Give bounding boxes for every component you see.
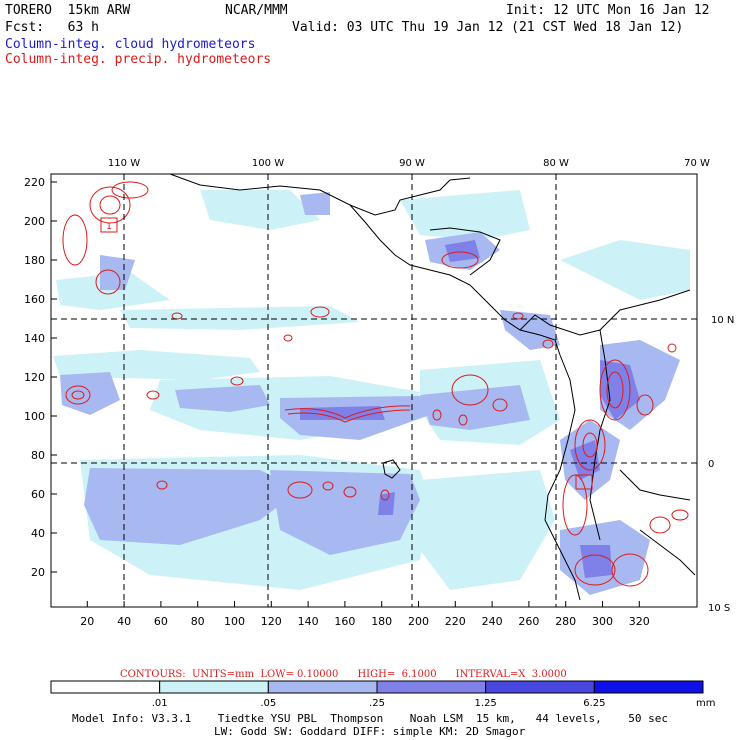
valid-time: Valid: 03 UTC Thu 19 Jan 12 (21 CST Wed … — [292, 20, 684, 35]
colorbar: .01 .05 .25 1.25 6.25 — [50, 680, 704, 709]
x-tick-label: 140 — [298, 615, 319, 628]
y-axis-ticks: 20 40 60 80 100 120 140 160 180 200 220 — [24, 176, 57, 579]
colorbar-swatch — [376, 680, 487, 694]
contour-info: CONTOURS: UNITS=mm LOW= 0.10000 HIGH= 6.… — [120, 669, 567, 680]
legend-precip-hydrometeors: Column-integ. precip. hydrometeors — [5, 52, 272, 67]
x-tick-label: 60 — [154, 615, 168, 628]
x-tick-label: 100 — [224, 615, 245, 628]
y-tick-label: 140 — [24, 332, 45, 345]
precip-contours — [62, 181, 689, 587]
colorbar-label: 1.25 — [475, 698, 497, 709]
x-tick-label: 280 — [555, 615, 576, 628]
grid-marker-box — [100, 217, 118, 233]
lat-label-10n: 10 N — [711, 315, 734, 326]
colorbar-swatch — [267, 680, 378, 694]
lon-label-100w: 100 W — [252, 158, 284, 169]
colorbar-label: 6.25 — [583, 698, 605, 709]
equator-marker-box — [575, 474, 593, 490]
x-tick-label: 180 — [371, 615, 392, 628]
x-tick-label: 80 — [191, 615, 205, 628]
colorbar-label: .25 — [369, 698, 385, 709]
x-tick-label: 200 — [408, 615, 429, 628]
y-tick-label: 100 — [24, 410, 45, 423]
lon-label-110w: 110 W — [108, 158, 140, 169]
y-tick-label: 60 — [31, 488, 45, 501]
colorbar-swatch — [485, 680, 595, 694]
y-tick-label: 220 — [24, 176, 45, 189]
init-time: Init: 12 UTC Mon 16 Jan 12 — [506, 3, 710, 18]
x-tick-label: 20 — [80, 615, 94, 628]
model-title: TORERO 15km ARW — [5, 3, 131, 18]
lon-label-70w: 70 W — [684, 158, 710, 169]
y-tick-label: 80 — [31, 449, 45, 462]
x-tick-label: 300 — [592, 615, 613, 628]
y-tick-label: 180 — [24, 254, 45, 267]
y-tick-label: 120 — [24, 371, 45, 384]
colorbar-swatch — [593, 680, 704, 694]
colorbar-swatch — [50, 680, 161, 694]
x-tick-label: 260 — [518, 615, 539, 628]
colorbar-swatch — [159, 680, 269, 694]
x-tick-label: 40 — [117, 615, 131, 628]
x-tick-label: 120 — [261, 615, 282, 628]
latlon-grid — [51, 174, 697, 607]
forecast-hour: Fcst: 63 h — [5, 20, 99, 35]
y-tick-label: 160 — [24, 293, 45, 306]
x-tick-label: 320 — [629, 615, 650, 628]
lon-label-80w: 80 W — [543, 158, 569, 169]
model-info-line1: Model Info: V3.3.1 Tiedtke YSU PBL Thomp… — [72, 712, 669, 725]
colorbar-label: .05 — [260, 698, 276, 709]
lat-label-0: 0 — [708, 459, 714, 470]
colorbar-unit: mm — [696, 698, 715, 709]
org-label: NCAR/MMM — [225, 3, 288, 18]
legend-cloud-hydrometeors: Column-integ. cloud hydrometeors — [5, 37, 256, 52]
y-tick-label: 20 — [31, 566, 45, 579]
coastlines — [169, 173, 696, 601]
lat-label-10s: 10 S — [708, 603, 730, 614]
x-tick-label: 160 — [334, 615, 355, 628]
x-tick-label: 220 — [445, 615, 466, 628]
grid-marker-label: 1 — [106, 222, 112, 232]
lon-label-90w: 90 W — [399, 158, 425, 169]
y-tick-label: 40 — [31, 527, 45, 540]
colorbar-label: .01 — [152, 698, 168, 709]
x-axis-ticks: 20 40 60 80 100 120 140 160 180 200 220 240 260 280 30… — [80, 601, 650, 628]
model-info-line2: LW: Godd SW: Goddard DIFF: simple KM: 2D… — [214, 725, 526, 738]
y-tick-label: 200 — [24, 215, 45, 228]
x-tick-label: 240 — [482, 615, 503, 628]
